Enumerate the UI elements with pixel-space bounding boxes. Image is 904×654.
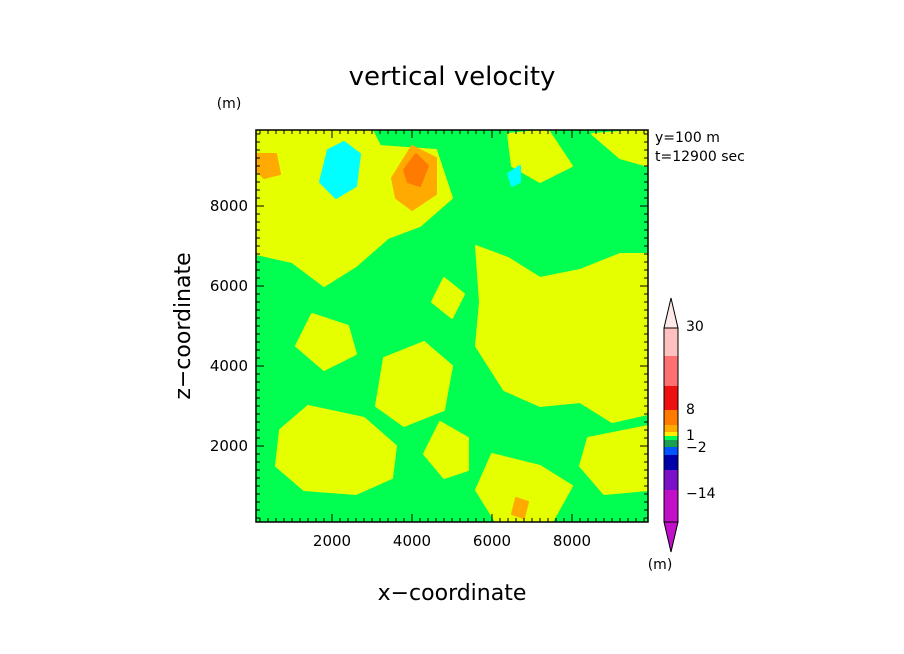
contour-region-0-5 xyxy=(475,453,573,522)
y-tick-label: 8000 xyxy=(210,197,248,215)
colorbar-top-extension xyxy=(663,297,679,329)
x-tick-label: 2000 xyxy=(313,532,351,550)
colorbar-label: −2 xyxy=(686,440,707,456)
contour-region-3-0 xyxy=(319,141,361,199)
y-tick-label: 6000 xyxy=(210,277,248,295)
colorbar-segment xyxy=(664,356,678,386)
colorbar-bottom-extension xyxy=(663,521,679,553)
chart-title: vertical velocity xyxy=(349,62,556,92)
colorbar-segment xyxy=(664,410,678,425)
contour-region-0-4 xyxy=(423,421,469,479)
colorbar-segment xyxy=(664,432,678,436)
colorbar-segment xyxy=(664,328,678,356)
contour-region-0-10 xyxy=(591,130,648,167)
contour-region-0-3 xyxy=(275,405,397,495)
x-tick-label: 4000 xyxy=(393,532,431,550)
contour-region-0-7 xyxy=(295,313,357,371)
colorbar-label: 30 xyxy=(686,319,704,335)
colorbar-label: −14 xyxy=(686,486,716,502)
colorbar-segment xyxy=(664,490,678,522)
contour-region-3-1 xyxy=(507,165,521,187)
contour-region-2-0 xyxy=(403,153,429,187)
y-axis-unit: (m) xyxy=(217,96,242,112)
annotation-y: y=100 m xyxy=(655,130,720,146)
contour-region-0-8 xyxy=(431,277,465,319)
colorbar-label: 8 xyxy=(686,402,695,418)
colorbar-segment xyxy=(664,455,678,470)
colorbar-unit: (m) xyxy=(648,557,673,573)
contour-region-0-2 xyxy=(375,341,453,427)
y-axis-label: z−coordinate xyxy=(171,252,196,399)
colorbar-segment xyxy=(664,425,678,432)
y-tick-label: 4000 xyxy=(210,357,248,375)
x-tick-label: 8000 xyxy=(553,532,591,550)
y-tick-label: 2000 xyxy=(210,437,248,455)
annotation-time: t=12900 sec xyxy=(655,149,745,165)
plot-area xyxy=(255,129,649,523)
colorbar-segment xyxy=(664,447,678,455)
y-axis-ticks: 2000 4000 6000 8000 xyxy=(210,133,648,519)
colorbar-segment xyxy=(664,436,678,440)
contour-region-0-1 xyxy=(475,245,648,423)
x-tick-label: 6000 xyxy=(473,532,511,550)
contour-region-0-6 xyxy=(579,425,648,495)
colorbar-segment xyxy=(664,386,678,410)
colorbar-frame xyxy=(663,327,679,523)
x-axis-ticks: 2000 4000 6000 8000 xyxy=(259,130,645,550)
x-axis-label: x−coordinate xyxy=(378,581,527,606)
contour-region-1-2 xyxy=(511,497,529,519)
contour-region-1-1 xyxy=(256,153,281,179)
colorbar: 30 8 1−2 −14 xyxy=(663,297,716,553)
contour-fields xyxy=(256,130,648,522)
colorbar-segment xyxy=(664,440,678,447)
colorbar-label: 1 xyxy=(686,428,695,444)
colorbar-segment xyxy=(664,470,678,490)
